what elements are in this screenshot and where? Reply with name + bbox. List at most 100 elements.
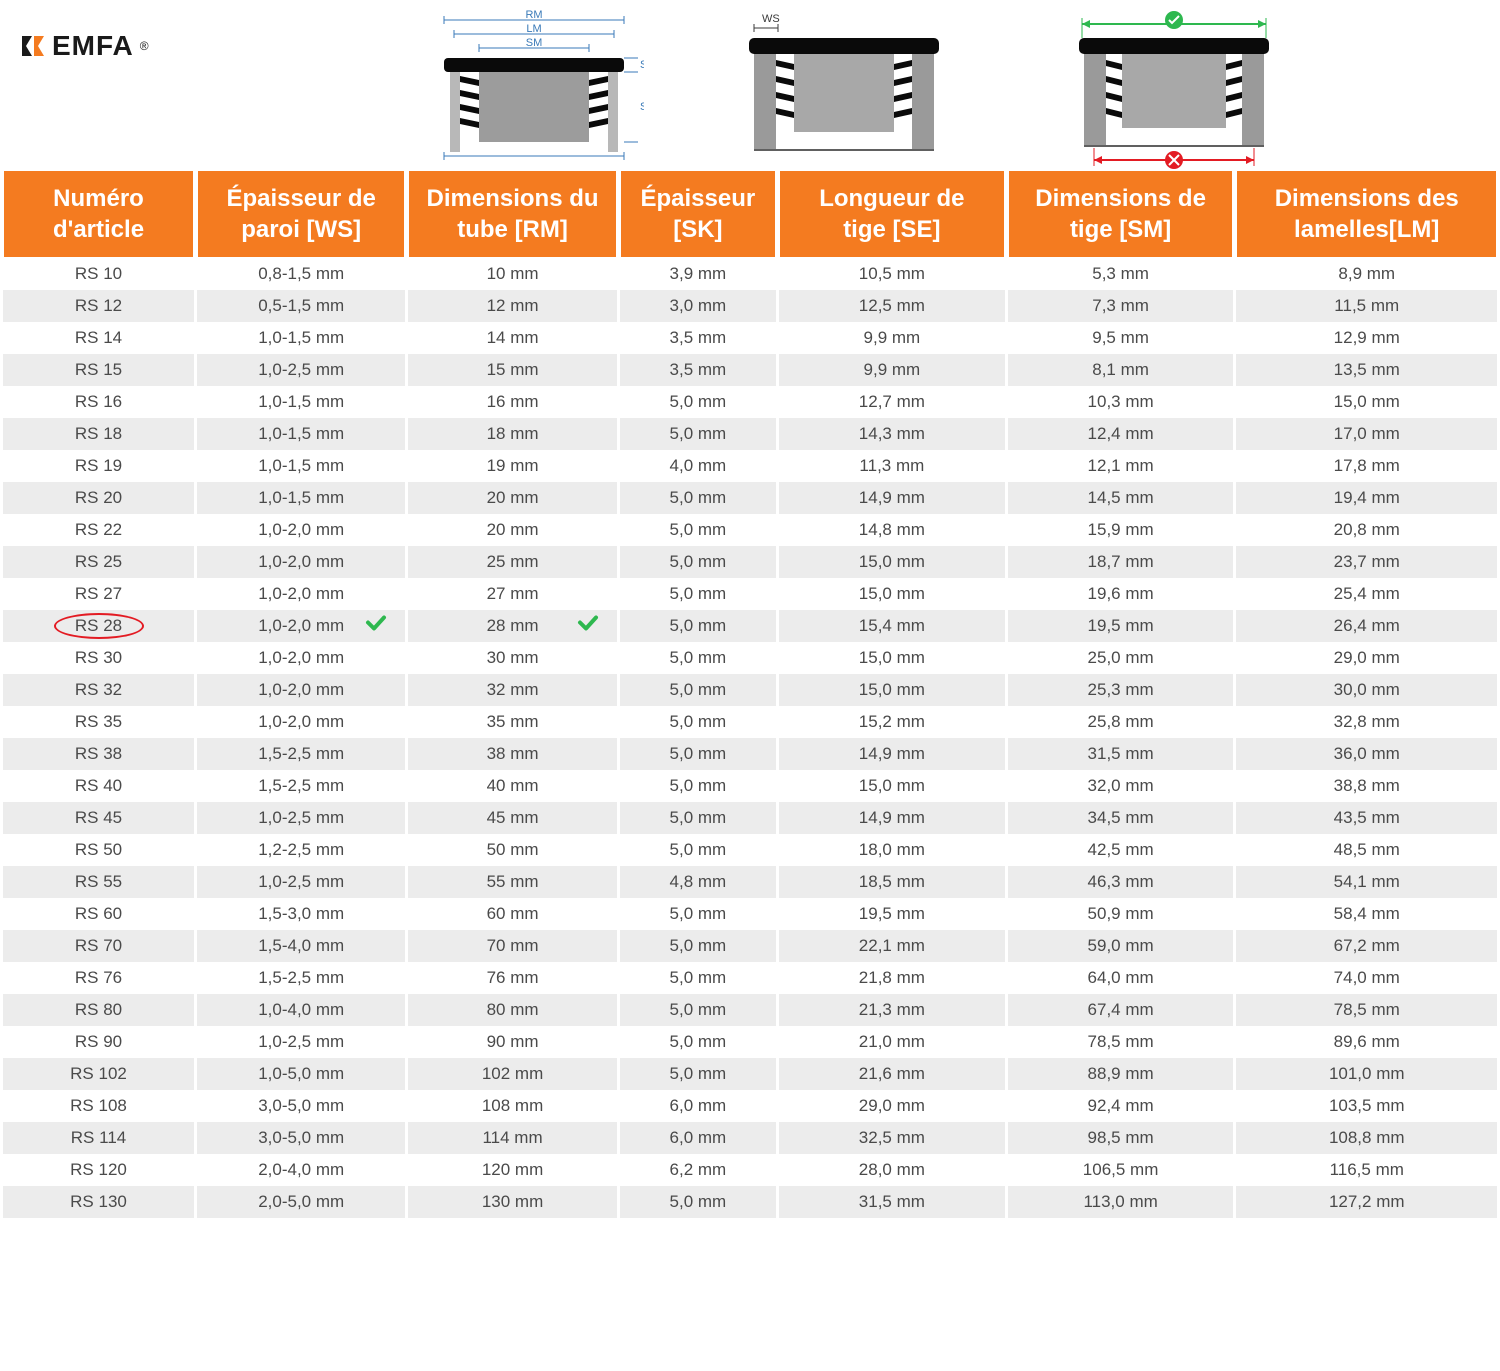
table-cell: 18 mm xyxy=(408,418,616,450)
table-cell: 45 mm xyxy=(408,802,616,834)
column-header: Longueur detige [SE] xyxy=(779,170,1005,258)
table-cell: 46,3 mm xyxy=(1008,866,1234,898)
table-row: RS 381,5-2,5 mm38 mm5,0 mm14,9 mm31,5 mm… xyxy=(3,738,1497,770)
table-cell: 9,5 mm xyxy=(1008,322,1234,354)
table-cell: 5,0 mm xyxy=(620,930,776,962)
table-row: RS 251,0-2,0 mm25 mm5,0 mm15,0 mm18,7 mm… xyxy=(3,546,1497,578)
table-cell: RS 114 xyxy=(3,1122,194,1154)
table-cell: 113,0 mm xyxy=(1008,1186,1234,1218)
table-cell: 5,0 mm xyxy=(620,642,776,674)
table-cell: 92,4 mm xyxy=(1008,1090,1234,1122)
table-cell: 130 mm xyxy=(408,1186,616,1218)
table-cell: 25,4 mm xyxy=(1236,578,1497,610)
table-cell: 120 mm xyxy=(408,1154,616,1186)
table-cell: 8,9 mm xyxy=(1236,258,1497,290)
table-cell: 3,5 mm xyxy=(620,354,776,386)
table-cell: 21,8 mm xyxy=(779,962,1005,994)
table-row: RS 761,5-2,5 mm76 mm5,0 mm21,8 mm64,0 mm… xyxy=(3,962,1497,994)
table-cell: 67,4 mm xyxy=(1008,994,1234,1026)
table-cell: 21,6 mm xyxy=(779,1058,1005,1090)
column-header: Épaisseur[SK] xyxy=(620,170,776,258)
table-cell: 1,0-2,0 mm xyxy=(197,514,405,546)
table-cell: 19,4 mm xyxy=(1236,482,1497,514)
table-cell: 14,9 mm xyxy=(779,482,1005,514)
diagram-fit-check xyxy=(1064,10,1264,150)
table-cell: 1,0-2,0 mm xyxy=(197,578,405,610)
table-cell: 1,0-2,0 mm xyxy=(197,610,405,642)
table-cell: 19,5 mm xyxy=(779,898,1005,930)
label-ws: WS xyxy=(762,13,780,25)
table-cell: RS 10 xyxy=(3,258,194,290)
table-cell: 18,7 mm xyxy=(1008,546,1234,578)
table-cell: RS 25 xyxy=(3,546,194,578)
table-cell: RS 35 xyxy=(3,706,194,738)
label-rm: RM xyxy=(526,10,543,21)
table-cell: 15,0 mm xyxy=(779,578,1005,610)
table-cell: 108,8 mm xyxy=(1236,1122,1497,1154)
table-cell: 6,0 mm xyxy=(620,1122,776,1154)
table-cell: RS 76 xyxy=(3,962,194,994)
table-cell: 5,0 mm xyxy=(620,610,776,642)
table-cell: RS 15 xyxy=(3,354,194,386)
table-cell: 1,0-2,0 mm xyxy=(197,546,405,578)
table-cell: 30 mm xyxy=(408,642,616,674)
table-cell: 25,3 mm xyxy=(1008,674,1234,706)
table-cell: 13,5 mm xyxy=(1236,354,1497,386)
table-cell: 2,0-5,0 mm xyxy=(197,1186,405,1218)
table-cell: 78,5 mm xyxy=(1008,1026,1234,1058)
table-cell: 0,8-1,5 mm xyxy=(197,258,405,290)
table-cell: 5,0 mm xyxy=(620,1058,776,1090)
table-cell: RS 90 xyxy=(3,1026,194,1058)
table-cell: 15 mm xyxy=(408,354,616,386)
column-header: Épaisseur deparoi [WS] xyxy=(197,170,405,258)
table-row: RS 501,2-2,5 mm50 mm5,0 mm18,0 mm42,5 mm… xyxy=(3,834,1497,866)
table-cell: RS 55 xyxy=(3,866,194,898)
table-cell: 50,9 mm xyxy=(1008,898,1234,930)
table-cell: RS 12 xyxy=(3,290,194,322)
table-row: RS 151,0-2,5 mm15 mm3,5 mm9,9 mm8,1 mm13… xyxy=(3,354,1497,386)
table-cell: 5,0 mm xyxy=(620,514,776,546)
table-cell: 35 mm xyxy=(408,706,616,738)
table-cell: 15,0 mm xyxy=(1236,386,1497,418)
table-cell: 3,0-5,0 mm xyxy=(197,1122,405,1154)
table-row: RS 901,0-2,5 mm90 mm5,0 mm21,0 mm78,5 mm… xyxy=(3,1026,1497,1058)
table-cell: 29,0 mm xyxy=(1236,642,1497,674)
table-cell: 15,9 mm xyxy=(1008,514,1234,546)
table-cell: 10 mm xyxy=(408,258,616,290)
table-cell: 15,0 mm xyxy=(779,642,1005,674)
label-sm: SM xyxy=(526,37,543,49)
table-row: RS 1202,0-4,0 mm120 mm6,2 mm28,0 mm106,5… xyxy=(3,1154,1497,1186)
table-row: RS 301,0-2,0 mm30 mm5,0 mm15,0 mm25,0 mm… xyxy=(3,642,1497,674)
table-cell: RS 102 xyxy=(3,1058,194,1090)
table-cell: 55 mm xyxy=(408,866,616,898)
table-cell: 5,0 mm xyxy=(620,1186,776,1218)
table-row: RS 120,5-1,5 mm12 mm3,0 mm12,5 mm7,3 mm1… xyxy=(3,290,1497,322)
registered-mark: ® xyxy=(140,39,149,53)
table-cell: 5,0 mm xyxy=(620,418,776,450)
table-cell: 106,5 mm xyxy=(1008,1154,1234,1186)
table-cell: RS 22 xyxy=(3,514,194,546)
table-cell: 5,0 mm xyxy=(620,962,776,994)
table-cell: 36,0 mm xyxy=(1236,738,1497,770)
table-cell: 31,5 mm xyxy=(1008,738,1234,770)
table-cell: 16 mm xyxy=(408,386,616,418)
table-cell: 64,0 mm xyxy=(1008,962,1234,994)
table-cell: 1,0-2,5 mm xyxy=(197,1026,405,1058)
table-cell: 27 mm xyxy=(408,578,616,610)
table-cell: 14,8 mm xyxy=(779,514,1005,546)
table-cell: 103,5 mm xyxy=(1236,1090,1497,1122)
table-cell: 1,0-2,5 mm xyxy=(197,354,405,386)
table-cell: 116,5 mm xyxy=(1236,1154,1497,1186)
table-row: RS 100,8-1,5 mm10 mm3,9 mm10,5 mm5,3 mm8… xyxy=(3,258,1497,290)
table-cell: 74,0 mm xyxy=(1236,962,1497,994)
table-cell: 102 mm xyxy=(408,1058,616,1090)
table-cell: 15,0 mm xyxy=(779,674,1005,706)
table-cell: 12,4 mm xyxy=(1008,418,1234,450)
table-cell: 89,6 mm xyxy=(1236,1026,1497,1058)
table-cell: 40 mm xyxy=(408,770,616,802)
table-cell: 1,0-1,5 mm xyxy=(197,386,405,418)
table-cell: 21,3 mm xyxy=(779,994,1005,1026)
table-cell: 98,5 mm xyxy=(1008,1122,1234,1154)
table-cell: 25 mm xyxy=(408,546,616,578)
table-cell: RS 50 xyxy=(3,834,194,866)
